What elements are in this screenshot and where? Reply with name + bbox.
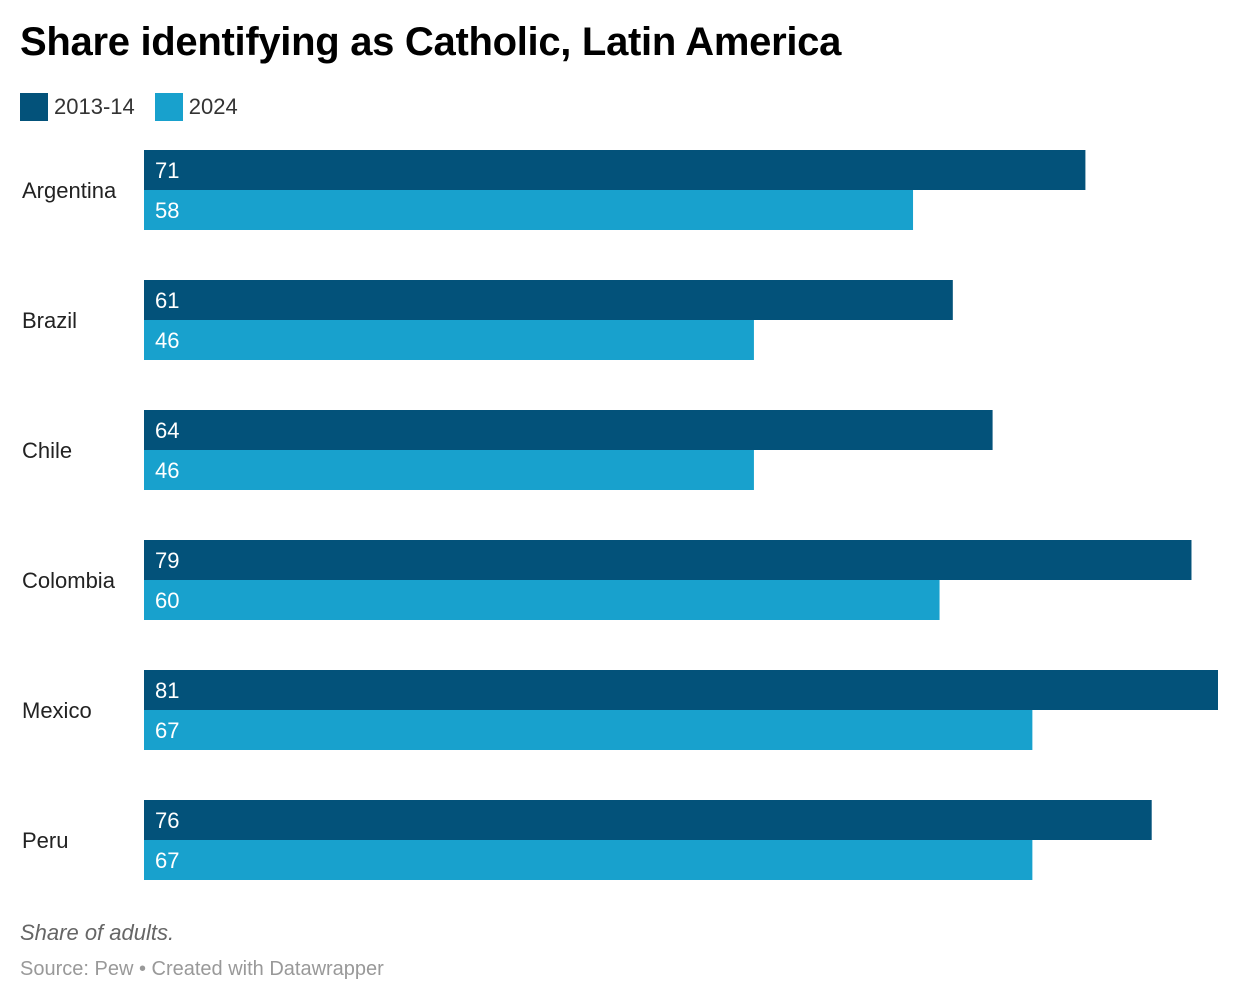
data-label: 67 [155,718,179,743]
data-label: 79 [155,548,179,573]
category-label: Peru [22,828,68,853]
bar-2024-mexico [144,710,1033,750]
data-label: 76 [155,808,179,833]
bar-2024-brazil [144,320,754,360]
data-label: 61 [155,288,179,313]
bar-2024-colombia [144,580,940,620]
legend: 2013-14 2024 [20,93,238,121]
data-label: 67 [155,848,179,873]
data-label: 60 [155,588,179,613]
bar-2013-14-argentina [144,150,1086,190]
bar-2013-14-chile [144,410,993,450]
bar-2013-14-mexico [144,670,1218,710]
category-label: Colombia [22,568,116,593]
category-label: Mexico [22,698,92,723]
data-label: 46 [155,328,179,353]
bar-2024-argentina [144,190,914,230]
legend-swatch [20,93,48,121]
bar-2024-peru [144,840,1033,880]
chart-title: Share identifying as Catholic, Latin Ame… [20,20,842,64]
data-label: 64 [155,418,179,443]
data-label: 46 [155,458,179,483]
data-label: 81 [155,678,179,703]
legend-label: 2024 [188,94,238,119]
chart-note: Share of adults. [20,920,175,945]
bar-2013-14-colombia [144,540,1192,580]
chart-source: Source: Pew • Created with Datawrapper [20,958,384,980]
legend-label: 2013-14 [54,94,135,119]
category-label: Chile [22,438,72,463]
category-label: Brazil [22,308,77,333]
bar-2013-14-brazil [144,280,953,320]
bar-2013-14-peru [144,800,1152,840]
legend-item-2013-14: 2013-14 [20,93,135,121]
legend-item-2024: 2024 [154,93,238,121]
data-label: 58 [155,198,179,223]
legend-swatch [154,93,183,121]
data-label: 71 [155,158,179,183]
category-label: Argentina [22,178,117,203]
bar-2024-chile [144,450,754,490]
